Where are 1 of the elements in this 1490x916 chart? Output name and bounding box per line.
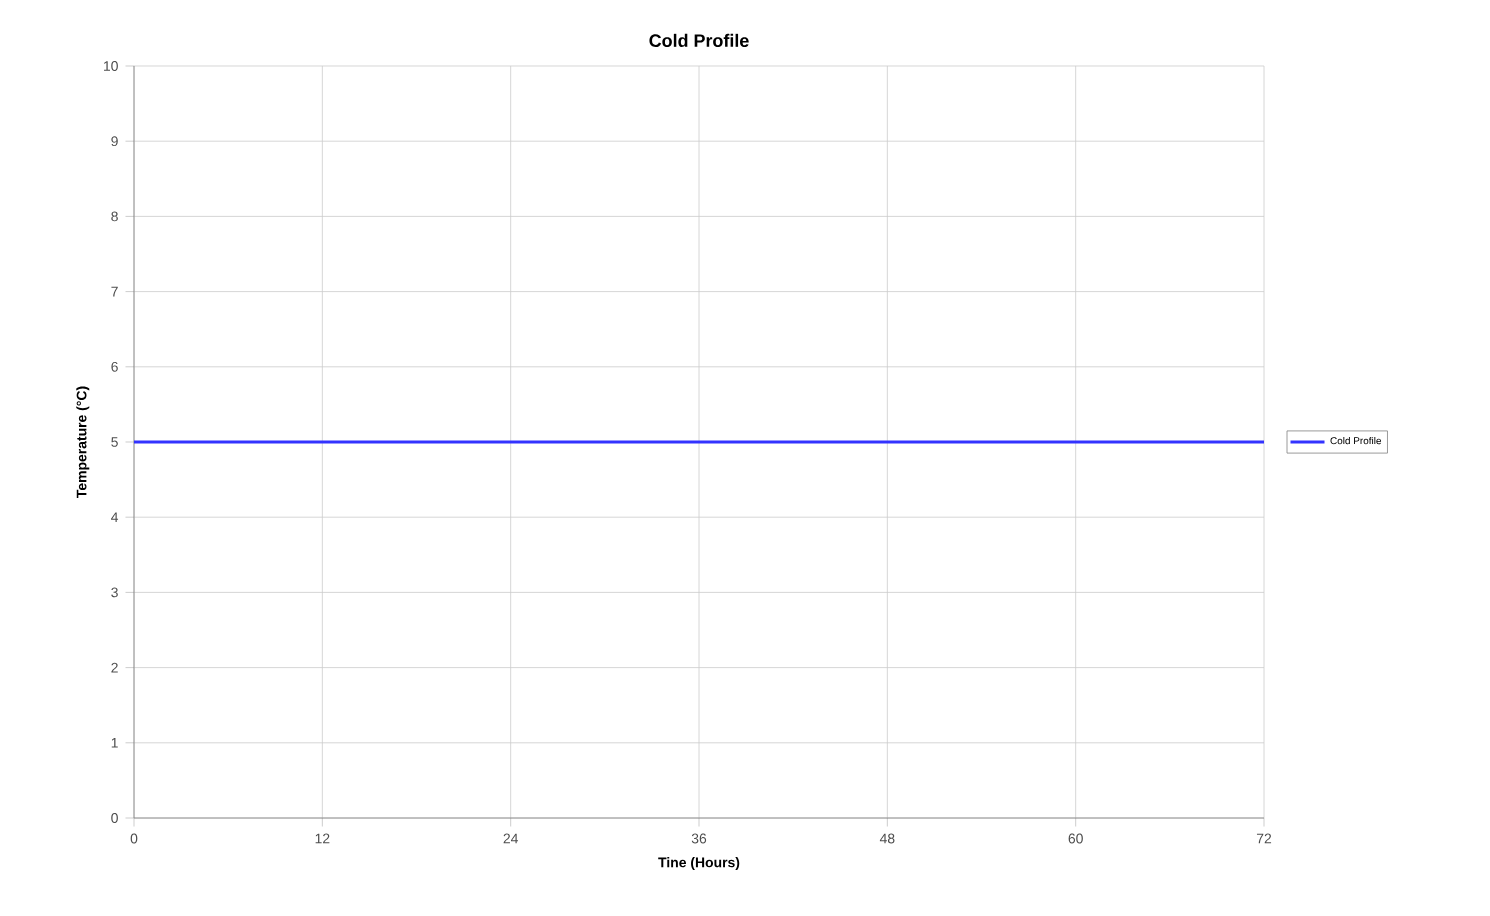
chart-title: Cold Profile [649, 33, 749, 48]
